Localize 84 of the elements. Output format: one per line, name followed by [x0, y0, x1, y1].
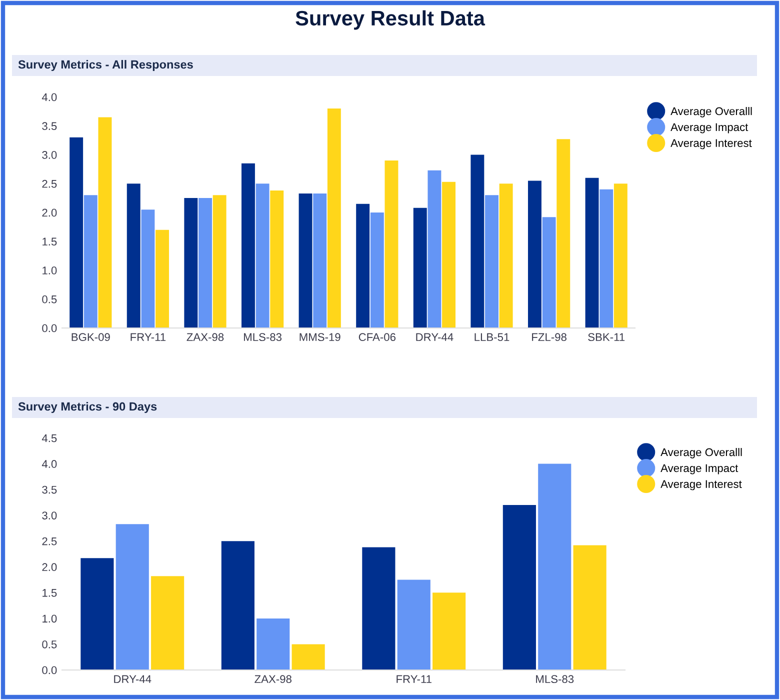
bar	[502, 505, 536, 670]
y-tick-label: 3.0	[42, 151, 57, 159]
x-tick-label: MLS-83	[244, 333, 282, 342]
chart-title: Survey Metrics - 90 Days	[18, 402, 157, 414]
bar	[141, 210, 155, 328]
y-tick-label: 1.5	[42, 589, 57, 597]
bar	[151, 576, 184, 670]
bar	[212, 195, 226, 328]
bar	[221, 541, 254, 670]
bar	[600, 189, 614, 328]
bar	[84, 195, 98, 328]
y-tick-label: 2.0	[42, 563, 57, 572]
bar	[241, 163, 255, 328]
bar	[298, 193, 312, 328]
bar	[614, 184, 628, 328]
bar	[327, 108, 341, 328]
bar	[428, 170, 442, 328]
legend-label: Average Overalll	[660, 448, 742, 458]
legend-label: Average Overalll	[670, 107, 752, 118]
x-tick-label: LLB-51	[474, 333, 510, 342]
bar	[313, 193, 327, 328]
y-tick-label: 4.0	[42, 93, 57, 102]
bar	[585, 178, 599, 328]
x-tick-label: CFA-06	[358, 333, 396, 342]
x-tick-label: FZL-98	[532, 333, 566, 342]
legend-label: Average Impact	[660, 464, 738, 474]
bar	[538, 464, 572, 670]
chart-subtitle: Survey Metrics - All Responses	[18, 60, 193, 72]
bar	[362, 547, 396, 670]
y-tick-label: 2.5	[42, 180, 57, 188]
bar	[256, 618, 290, 670]
x-tick-label: MLS-83	[536, 675, 574, 684]
y-tick-label: 0.5	[42, 640, 57, 648]
x-tick-label: MMS-19	[300, 333, 340, 342]
bar	[198, 198, 212, 328]
bar	[573, 545, 606, 670]
y-tick-label: 2.5	[42, 537, 57, 546]
y-tick-label: 0.5	[42, 295, 57, 304]
bar	[485, 195, 498, 328]
x-tick-label: DRY-44	[416, 333, 454, 341]
x-tick-label: BGK-09	[72, 333, 110, 342]
y-tick-label: 3.5	[42, 122, 57, 130]
bar	[528, 180, 542, 328]
y-tick-label: 4.0	[42, 460, 57, 468]
x-tick-label: ZAX-98	[254, 675, 292, 684]
x-tick-label: ZAX-98	[186, 333, 224, 342]
bar	[370, 212, 384, 328]
chart-title: Survey Result Data	[296, 10, 486, 30]
bar	[413, 208, 427, 328]
y-tick-label: 3.0	[42, 512, 57, 520]
x-tick-label: SBK-11	[588, 333, 625, 342]
y-tick-label: 0.0	[42, 666, 57, 674]
bar	[499, 184, 513, 328]
bar	[116, 524, 149, 670]
y-tick-label: 1.5	[42, 238, 57, 246]
x-tick-label: FRY-11	[130, 333, 166, 341]
bar	[384, 160, 398, 328]
bar	[470, 154, 484, 328]
bar	[397, 580, 430, 670]
bar	[126, 184, 140, 328]
x-tick-label: FRY-11	[396, 675, 432, 683]
bar	[184, 198, 198, 328]
bar	[292, 644, 325, 670]
bar	[256, 184, 270, 328]
bar	[442, 182, 456, 328]
y-tick-label: 2.0	[42, 208, 57, 217]
y-tick-label: 0.0	[42, 324, 57, 332]
bar	[70, 137, 84, 328]
y-tick-label: 4.5	[42, 434, 57, 442]
bar	[356, 204, 370, 328]
bar	[556, 139, 570, 328]
y-tick-label: 1.0	[42, 266, 57, 274]
bar	[270, 190, 284, 328]
bar	[156, 230, 170, 328]
legend-label: Average Interest	[660, 480, 742, 490]
bar	[80, 558, 114, 670]
bar	[542, 217, 556, 328]
bar	[432, 592, 466, 670]
bar	[98, 117, 112, 328]
x-tick-label: DRY-44	[114, 675, 152, 683]
y-tick-label: 3.5	[42, 486, 57, 494]
legend-label: Average Impact	[670, 123, 748, 134]
y-tick-label: 1.0	[42, 614, 57, 623]
legend-label: Average Interest	[670, 139, 752, 150]
